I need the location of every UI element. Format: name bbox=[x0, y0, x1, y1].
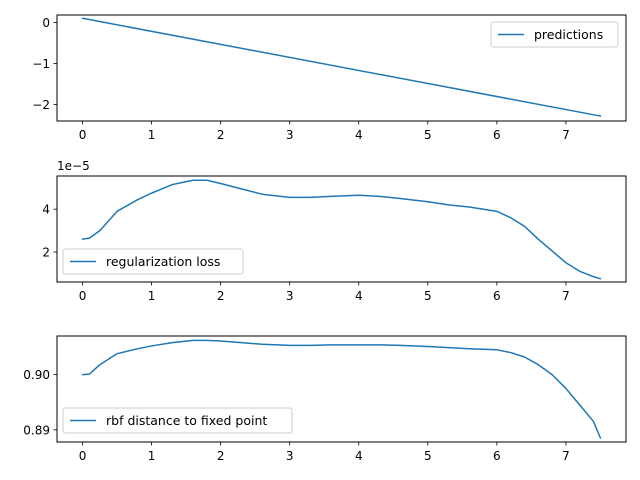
x-tick-label: 6 bbox=[493, 449, 501, 463]
legend-label: predictions bbox=[534, 27, 603, 42]
x-tick-label: 1 bbox=[148, 128, 156, 142]
x-tick-label: 4 bbox=[355, 128, 363, 142]
y-tick-label: 4 bbox=[42, 203, 50, 217]
x-tick-label: 5 bbox=[424, 289, 432, 303]
x-tick-label: 2 bbox=[217, 289, 225, 303]
x-tick-label: 3 bbox=[286, 449, 294, 463]
x-tick-label: 1 bbox=[148, 449, 156, 463]
y-tick-label: −1 bbox=[32, 57, 50, 71]
x-tick-label: 3 bbox=[286, 128, 294, 142]
x-tick-label: 2 bbox=[217, 128, 225, 142]
axes-frame bbox=[56, 175, 627, 283]
x-tick-label: 4 bbox=[355, 289, 363, 303]
legend-frame bbox=[62, 248, 244, 275]
x-tick-label: 0 bbox=[79, 449, 87, 463]
x-tick-label: 7 bbox=[562, 289, 570, 303]
legend: rbf distance to fixed point bbox=[62, 407, 293, 434]
axes-frame bbox=[56, 335, 627, 443]
subplot-2: 0 1 2 3 4 5 6 7 2 4 1e−5 regularization loss bbox=[42, 159, 627, 303]
legend: predictions bbox=[490, 21, 619, 48]
x-tick-label: 5 bbox=[424, 449, 432, 463]
x-tick-label: 3 bbox=[286, 289, 294, 303]
axis-offset-text: 1e−5 bbox=[57, 159, 90, 173]
x-tick-label: 6 bbox=[493, 128, 501, 142]
y-tick-label: −2 bbox=[32, 98, 50, 112]
subplot-3: 0 1 2 3 4 5 6 7 0.90 0.89 rbf distance to fixed po… bbox=[23, 335, 627, 463]
x-tick-label: 0 bbox=[79, 289, 87, 303]
legend-label: rbf distance to fixed point bbox=[106, 413, 267, 428]
x-tick-label: 7 bbox=[562, 449, 570, 463]
x-tick-label: 0 bbox=[79, 128, 87, 142]
legend-label: regularization loss bbox=[106, 254, 220, 269]
legend-frame bbox=[62, 407, 293, 434]
y-tick-label: 2 bbox=[42, 246, 50, 260]
x-tick-label: 6 bbox=[493, 289, 501, 303]
subplot-1: 0 1 2 3 4 5 6 7 0 −1 −2 predictions bbox=[32, 14, 627, 142]
y-tick-label: 0 bbox=[42, 16, 50, 30]
series-line-1-1 bbox=[81, 17, 602, 117]
x-tick-label: 5 bbox=[424, 128, 432, 142]
legend-frame bbox=[490, 21, 619, 48]
x-tick-label: 4 bbox=[355, 449, 363, 463]
axes-frame bbox=[56, 14, 627, 122]
y-tick-label: 0.90 bbox=[23, 368, 50, 382]
y-tick-label: 0.89 bbox=[23, 423, 50, 437]
x-tick-label: 1 bbox=[148, 289, 156, 303]
x-tick-label: 7 bbox=[562, 128, 570, 142]
legend: regularization loss bbox=[62, 248, 244, 275]
series-line-3-1 bbox=[81, 339, 602, 439]
series-line-2-1 bbox=[81, 179, 602, 280]
x-tick-label: 2 bbox=[217, 449, 225, 463]
